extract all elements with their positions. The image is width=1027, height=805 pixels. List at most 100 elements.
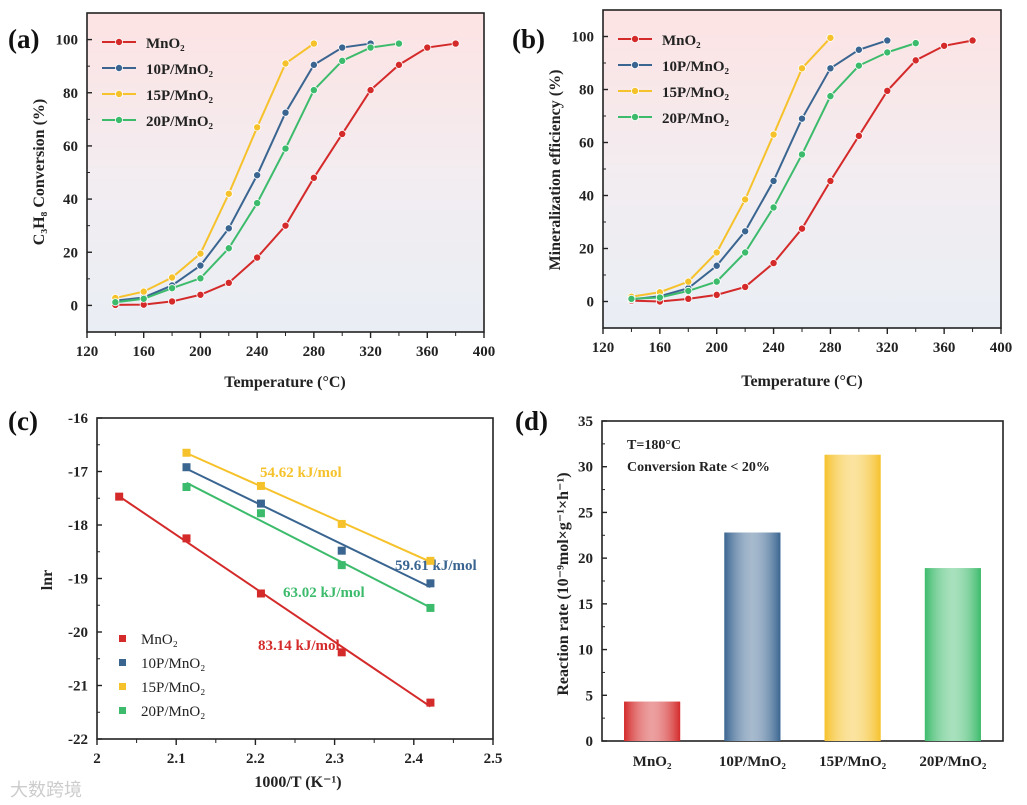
data-point-MnO2: [256, 589, 265, 598]
data-point-20P: [655, 293, 664, 302]
activation-energy-label-15P: 54.62 kJ/mol: [260, 465, 342, 481]
x-tick-label: 200: [189, 344, 212, 360]
panel-b: (b) 0 20 40 60 80 100 120 160 200 240 280 320 360 400 T…: [512, 9, 1013, 390]
watermark: 大数跨境: [10, 780, 82, 801]
y-tick-label: 30: [578, 460, 593, 476]
y-axis-label: lnr: [39, 570, 56, 590]
data-point-15P: [712, 248, 721, 257]
data-point-15P: [798, 64, 807, 73]
legend-marker-10P: [115, 64, 124, 73]
condition-annotation: Conversion Rate < 20%: [627, 460, 770, 475]
data-point-MnO2: [426, 698, 435, 707]
data-point-MnO2: [224, 278, 233, 287]
data-point-MnO2: [911, 56, 920, 65]
data-point-15P: [196, 249, 205, 258]
x-tick-label: 2.3: [325, 751, 344, 767]
legend-label: MnO₂: [141, 632, 178, 648]
legend-marker-15P: [631, 87, 640, 96]
data-point-10P: [426, 579, 435, 588]
legend-marker-10P: [631, 61, 640, 70]
data-point-20P: [854, 61, 863, 70]
data-point-10P: [224, 224, 233, 233]
y-tick-label: 0: [586, 734, 594, 750]
data-point-20P: [253, 199, 262, 208]
x-axis-label: Temperature (°C): [741, 373, 862, 390]
data-point-MnO2: [826, 176, 835, 185]
data-point-15P: [168, 273, 177, 282]
y-tick-label: -22: [68, 732, 88, 748]
legend-marker-20P: [115, 116, 124, 125]
y-tick-label: 80: [63, 86, 78, 102]
data-point-20P: [337, 561, 346, 570]
data-point-20P: [426, 603, 435, 612]
data-point-20P: [111, 298, 120, 307]
data-point-10P: [712, 261, 721, 270]
panel-label: (c): [8, 406, 38, 436]
y-tick-label: 60: [579, 136, 594, 152]
y-tick-label: 60: [63, 139, 78, 155]
data-point-15P: [253, 123, 262, 132]
legend-marker-MnO2: [115, 38, 124, 47]
data-point-10P: [182, 463, 191, 472]
panel-c: (c) -22 -21 -20 -19 -18 -17 -16 2 2.1 2.2 2.3 2.4 2.5…: [8, 406, 502, 791]
data-point-MnO2: [196, 290, 205, 299]
x-tick-label: 320: [876, 340, 899, 356]
data-point-15P: [741, 195, 750, 204]
panel-d: (d) 0 5 10 15 20 25 30 35 Reaction rate (10⁻⁹mol×…: [515, 406, 1004, 770]
legend-label: 15P/MnO₂: [662, 85, 729, 101]
y-tick-label: -18: [68, 518, 88, 534]
x-tick-label: 200: [705, 340, 728, 356]
x-tick-label: 2.2: [246, 751, 265, 767]
data-point-MnO2: [115, 492, 124, 501]
plot-background: [603, 10, 1001, 328]
y-tick-label: 40: [579, 189, 594, 205]
data-point-20P: [769, 203, 778, 212]
data-point-MnO2: [451, 39, 460, 48]
y-tick-label: 5: [586, 688, 594, 704]
data-point-20P: [224, 244, 233, 253]
data-point-MnO2: [309, 173, 318, 182]
y-tick-label: 80: [579, 83, 594, 99]
data-point-MnO2: [182, 534, 191, 543]
data-point-15P: [139, 287, 148, 296]
data-point-10P: [826, 64, 835, 73]
fit-line-20P: [186, 481, 431, 609]
data-point-MnO2: [798, 224, 807, 233]
y-tick-label: 0: [71, 298, 79, 314]
legend-label: 10P/MnO₂: [146, 62, 213, 78]
y-tick-label: -16: [68, 411, 88, 427]
legend-label: 20P/MnO₂: [141, 704, 205, 720]
data-point-MnO2: [741, 282, 750, 291]
data-point-15P: [256, 481, 265, 490]
data-point-MnO2: [854, 131, 863, 140]
data-point-10P: [798, 114, 807, 123]
legend-marker-10P: [119, 659, 126, 666]
y-tick-label: 25: [578, 505, 593, 521]
x-category-label: MnO₂: [633, 754, 672, 770]
data-point-20P: [182, 483, 191, 492]
data-point-10P: [281, 108, 290, 117]
data-point-MnO2: [253, 253, 262, 262]
x-tick-label: 120: [76, 344, 99, 360]
y-tick-label: 0: [587, 295, 595, 311]
x-tick-label: 400: [990, 340, 1013, 356]
x-axis-label: 1000/T (K⁻¹): [254, 774, 341, 791]
x-tick-label: 160: [649, 340, 672, 356]
activation-energy-label-10P: 59.61 kJ/mol: [395, 558, 477, 574]
data-point-10P: [854, 45, 863, 54]
data-point-15P: [826, 33, 835, 42]
legend-label: MnO₂: [662, 33, 701, 49]
y-tick-label: -17: [68, 465, 88, 481]
x-axis-label: Temperature (°C): [224, 374, 345, 391]
data-point-MnO2: [337, 648, 346, 657]
data-point-20P: [309, 86, 318, 95]
legend-label: 20P/MnO₂: [146, 114, 213, 130]
x-tick-label: 400: [473, 344, 496, 360]
data-point-15P: [337, 519, 346, 528]
data-point-10P: [309, 60, 318, 69]
data-point-20P: [281, 144, 290, 153]
x-tick-label: 2.4: [404, 751, 423, 767]
condition-annotation: T=180°C: [627, 438, 681, 453]
data-point-MnO2: [940, 41, 949, 50]
data-point-15P: [426, 556, 435, 565]
